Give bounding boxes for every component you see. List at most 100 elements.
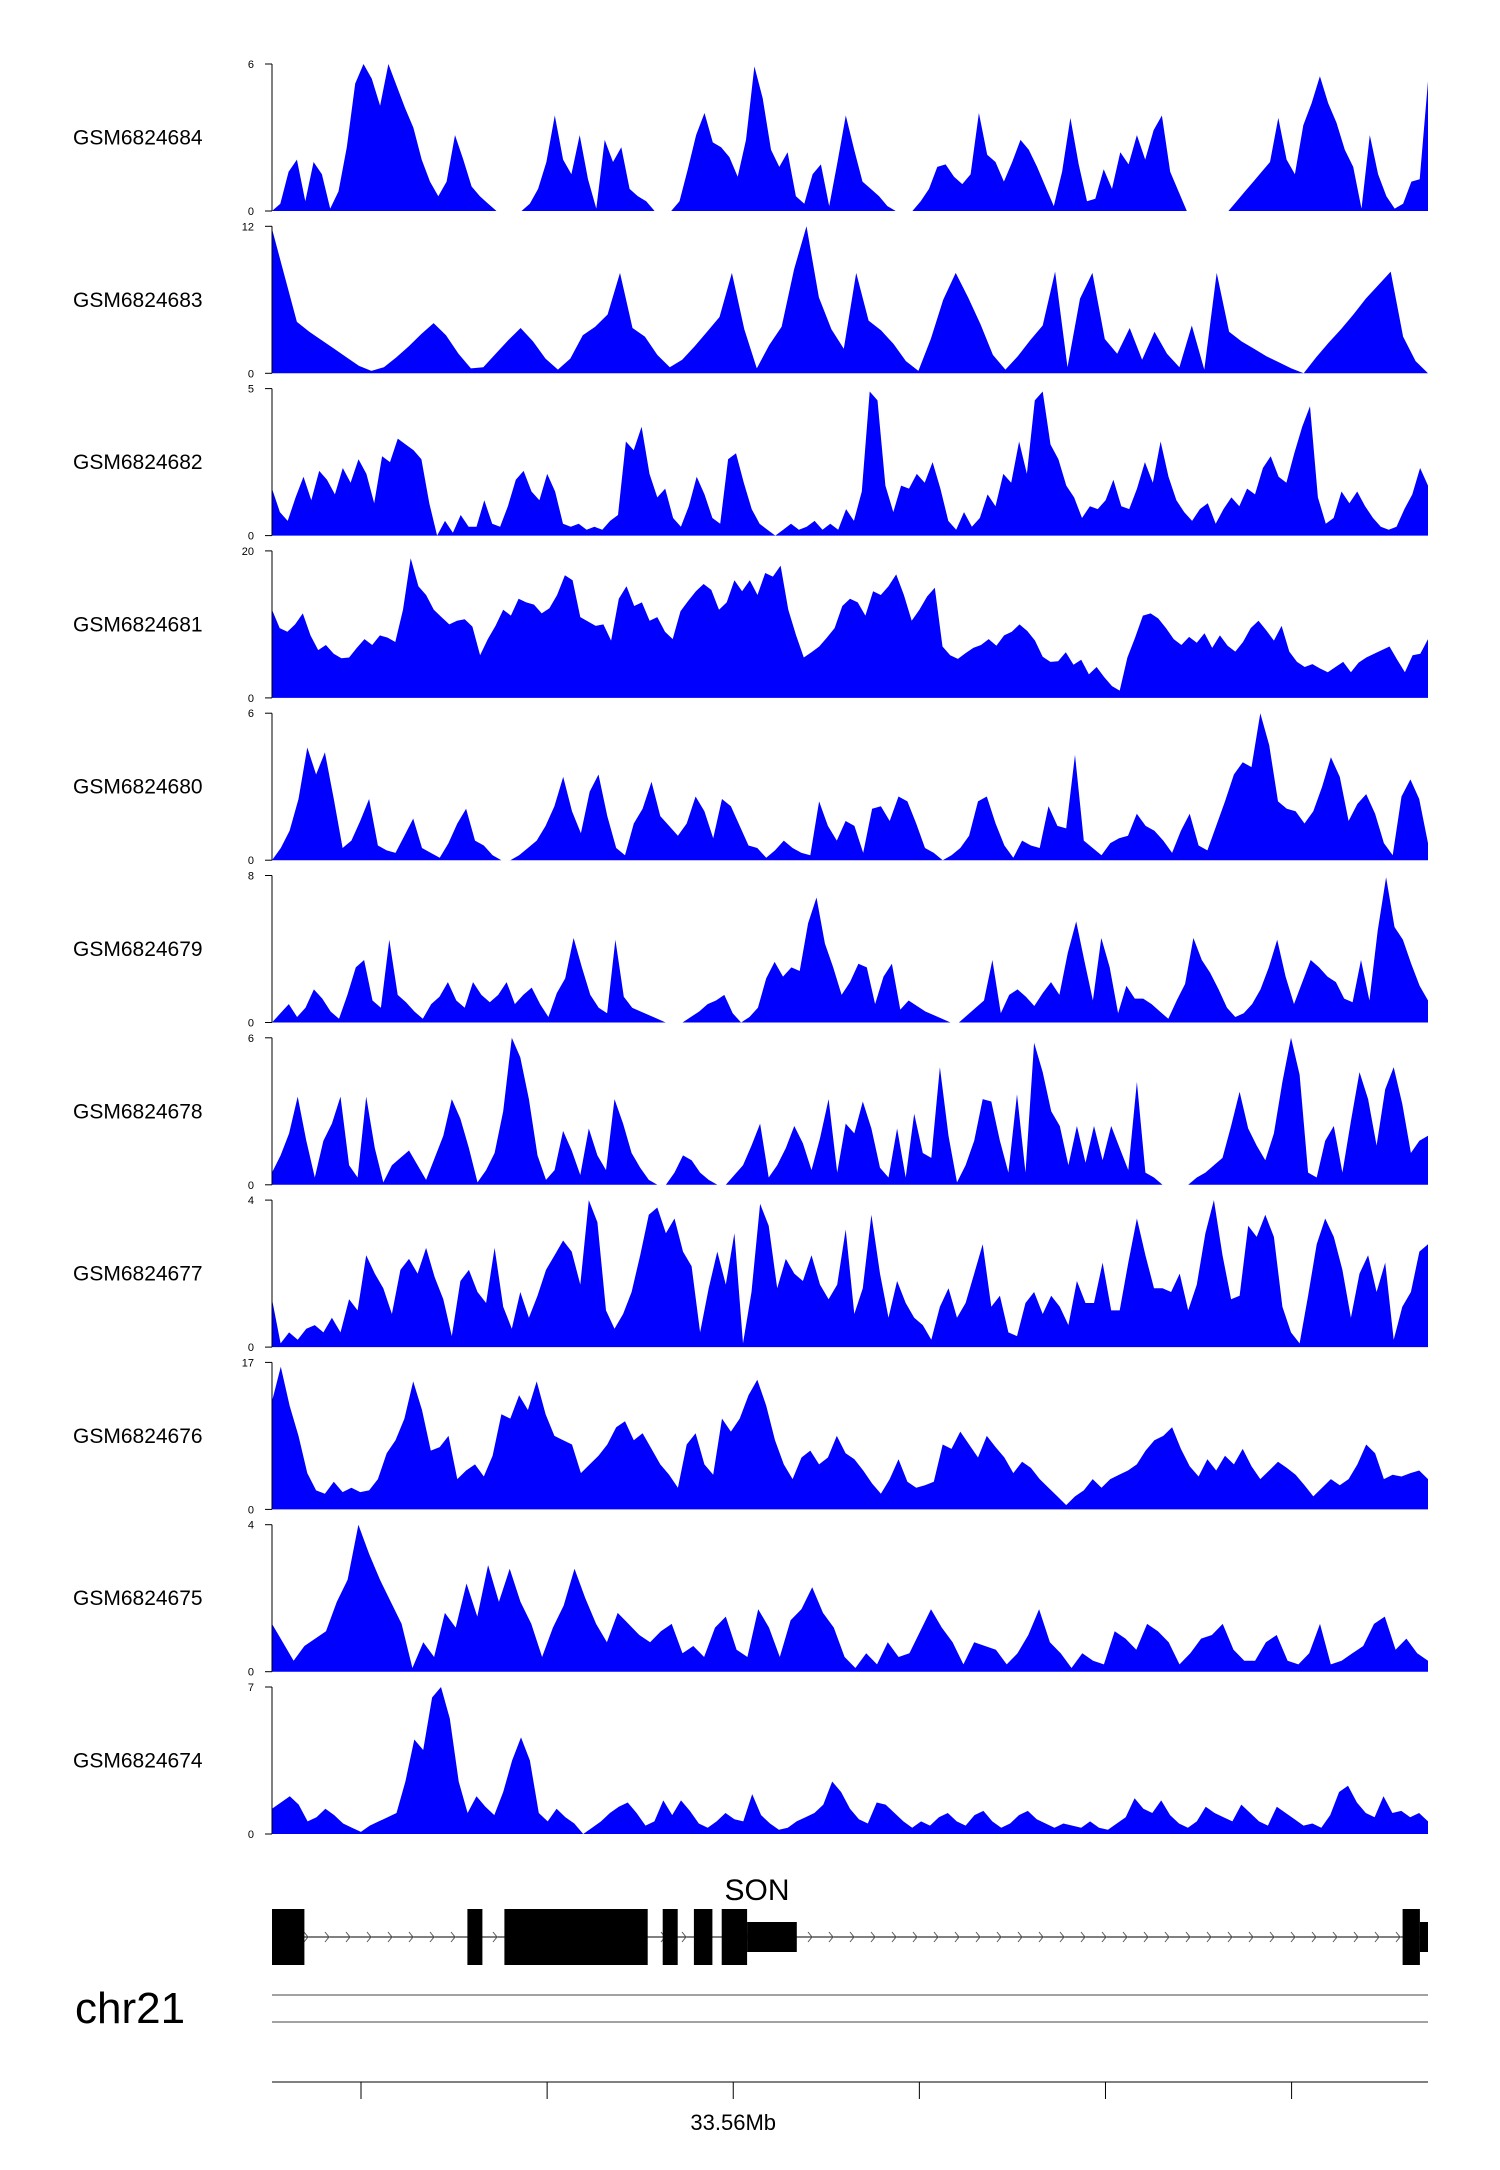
track-GSM6824677: GSM6824677 4 0 bbox=[73, 1195, 1428, 1354]
track-GSM6824674: GSM6824674 7 0 bbox=[73, 1682, 1428, 1841]
coverage-area bbox=[272, 64, 1428, 211]
strand-arrow bbox=[933, 1931, 939, 1943]
strand-arrow bbox=[828, 1931, 834, 1943]
strand-arrow bbox=[303, 1931, 309, 1943]
track-GSM6824680: GSM6824680 6 0 bbox=[73, 708, 1428, 867]
strand-arrow bbox=[345, 1931, 351, 1943]
strand-arrow bbox=[975, 1931, 981, 1943]
y-max-label: 4 bbox=[248, 1195, 254, 1207]
coverage-area bbox=[272, 713, 1428, 861]
gene-label: SON bbox=[724, 1874, 789, 1907]
strand-arrow bbox=[1101, 1931, 1107, 1943]
exon bbox=[1402, 1909, 1420, 1965]
strand-arrow bbox=[954, 1931, 960, 1943]
coverage-area bbox=[272, 1037, 1428, 1185]
track-label: GSM6824680 bbox=[73, 776, 203, 799]
strand-arrow bbox=[429, 1931, 435, 1943]
strand-arrow bbox=[891, 1931, 897, 1943]
strand-arrow bbox=[1269, 1931, 1275, 1943]
track-GSM6824679: GSM6824679 8 0 bbox=[73, 871, 1428, 1030]
coverage-area bbox=[272, 1200, 1428, 1348]
gene-track: SON bbox=[272, 1874, 1428, 1965]
coverage-area bbox=[272, 558, 1428, 698]
strand-arrow bbox=[1374, 1931, 1380, 1943]
strand-arrow bbox=[1185, 1931, 1191, 1943]
y-zero-label: 0 bbox=[248, 1504, 254, 1516]
y-zero-label: 0 bbox=[248, 1342, 254, 1354]
strand-arrow bbox=[1059, 1931, 1065, 1943]
exon bbox=[721, 1909, 748, 1965]
strand-arrow bbox=[408, 1931, 414, 1943]
coverage-area bbox=[272, 226, 1428, 374]
coverage-area bbox=[272, 877, 1428, 1023]
y-max-label: 20 bbox=[242, 546, 254, 558]
y-zero-label: 0 bbox=[248, 693, 254, 705]
y-zero-label: 0 bbox=[248, 368, 254, 380]
coverage-area bbox=[272, 391, 1428, 536]
track-label: GSM6824675 bbox=[73, 1587, 203, 1610]
y-max-label: 8 bbox=[248, 871, 254, 883]
strand-arrow bbox=[1080, 1931, 1086, 1943]
strand-arrow bbox=[1038, 1931, 1044, 1943]
y-max-label: 5 bbox=[248, 384, 254, 396]
exon bbox=[662, 1909, 678, 1965]
strand-arrow bbox=[870, 1931, 876, 1943]
y-zero-label: 0 bbox=[248, 855, 254, 867]
y-max-label: 4 bbox=[248, 1520, 254, 1532]
strand-arrow bbox=[912, 1931, 918, 1943]
track-GSM6824675: GSM6824675 4 0 bbox=[73, 1520, 1428, 1679]
exon bbox=[693, 1909, 713, 1965]
strand-arrow bbox=[1122, 1931, 1128, 1943]
y-zero-label: 0 bbox=[248, 1829, 254, 1841]
strand-arrow bbox=[996, 1931, 1002, 1943]
strand-arrow bbox=[324, 1931, 330, 1943]
exon bbox=[467, 1909, 483, 1965]
track-GSM6824678: GSM6824678 6 0 bbox=[73, 1033, 1428, 1192]
track-GSM6824681: GSM6824681 20 0 bbox=[73, 546, 1428, 705]
track-label: GSM6824684 bbox=[73, 127, 203, 150]
coverage-area bbox=[272, 1687, 1428, 1834]
exon bbox=[504, 1909, 648, 1965]
track-label: GSM6824683 bbox=[73, 289, 203, 312]
y-max-label: 6 bbox=[248, 708, 254, 720]
track-GSM6824683: GSM6824683 12 0 bbox=[73, 221, 1428, 380]
track-GSM6824684: GSM6824684 6 0 bbox=[73, 59, 1428, 218]
exon bbox=[272, 1909, 305, 1965]
y-max-label: 12 bbox=[242, 221, 254, 233]
track-label: GSM6824678 bbox=[73, 1100, 203, 1123]
track-label: GSM6824674 bbox=[73, 1750, 203, 1773]
strand-arrow bbox=[1395, 1931, 1401, 1943]
track-label: GSM6824679 bbox=[73, 938, 203, 961]
genome-axis: chr21 33.56Mb bbox=[75, 1984, 1428, 2135]
strand-arrow bbox=[1017, 1931, 1023, 1943]
y-max-label: 17 bbox=[242, 1357, 254, 1369]
y-zero-label: 0 bbox=[248, 1018, 254, 1030]
y-zero-label: 0 bbox=[248, 531, 254, 543]
coverage-area bbox=[272, 1524, 1428, 1672]
strand-arrow bbox=[1143, 1931, 1149, 1943]
track-label: GSM6824676 bbox=[73, 1425, 203, 1448]
y-max-label: 6 bbox=[248, 1033, 254, 1045]
track-label: GSM6824681 bbox=[73, 613, 203, 636]
strand-arrow bbox=[1164, 1931, 1170, 1943]
coverage-tracks: GSM682468460GSM6824683120GSM682468250GSM… bbox=[73, 59, 1428, 1841]
y-zero-label: 0 bbox=[248, 1667, 254, 1679]
track-label: GSM6824677 bbox=[73, 1263, 203, 1286]
strand-arrow bbox=[807, 1931, 813, 1943]
track-GSM6824682: GSM6824682 5 0 bbox=[73, 384, 1428, 543]
strand-arrow bbox=[681, 1931, 687, 1943]
exon bbox=[1419, 1922, 1428, 1952]
track-GSM6824676: GSM6824676 17 0 bbox=[73, 1357, 1428, 1516]
chromosome-label: chr21 bbox=[75, 1984, 185, 2033]
strand-arrow bbox=[1332, 1931, 1338, 1943]
exon bbox=[747, 1922, 797, 1952]
strand-arrow bbox=[1227, 1931, 1233, 1943]
y-zero-label: 0 bbox=[248, 206, 254, 218]
strand-arrow bbox=[1353, 1931, 1359, 1943]
strand-arrow bbox=[849, 1931, 855, 1943]
strand-arrow bbox=[1311, 1931, 1317, 1943]
strand-arrow bbox=[1248, 1931, 1254, 1943]
y-max-label: 6 bbox=[248, 59, 254, 71]
axis-tick-label: 33.56Mb bbox=[690, 2110, 776, 2135]
